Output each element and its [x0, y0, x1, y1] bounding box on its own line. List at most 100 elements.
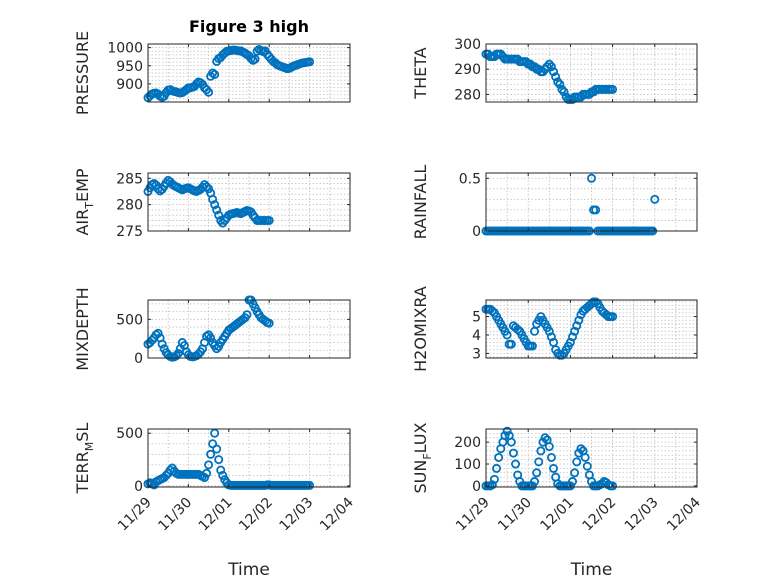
data-point: [546, 62, 556, 72]
data-point: [214, 210, 224, 220]
data-point: [544, 442, 554, 452]
y-tick-label: 100: [454, 457, 481, 473]
data-point: [513, 324, 523, 334]
data-point: [206, 333, 216, 343]
data-point: [204, 460, 214, 470]
data-point: [208, 194, 218, 204]
data-point: [572, 321, 582, 331]
data-point: [511, 459, 521, 469]
x-tick-label: 11/30: [155, 495, 195, 535]
y-axis-label: SUNFLUX: [411, 422, 434, 493]
x-tick-label: 12/03: [622, 495, 662, 535]
y-tick-label: 500: [116, 312, 143, 328]
data-point: [250, 54, 260, 64]
data-point: [246, 54, 256, 64]
data-point: [264, 215, 274, 225]
x-tick-label: 12/02: [236, 495, 276, 535]
y-tick-label: 290: [454, 62, 481, 78]
data-point: [582, 461, 592, 471]
data-point: [305, 57, 315, 67]
data-point: [568, 332, 578, 342]
axes-box: [485, 299, 698, 359]
data-point: [557, 350, 567, 360]
subplot-terr-msl: 0 500 11/29 11/30 12/01 12/02 12/03 12/04 TERRMS…: [73, 423, 357, 580]
y-axis-label: MIXDEPTH: [73, 287, 92, 370]
y-axis-label: PRESSURE: [73, 31, 92, 115]
data-point: [570, 468, 580, 478]
y-tick-label: 4: [472, 328, 481, 344]
axes-box: [485, 172, 698, 232]
data-point: [212, 344, 222, 354]
y-tick-label: 900: [116, 77, 143, 93]
data-point: [608, 481, 618, 491]
x-tick-label: 11/29: [115, 495, 155, 535]
data-point: [157, 339, 167, 349]
y-tick-label: 5: [472, 310, 481, 326]
data-point: [206, 449, 216, 459]
data-point: [502, 426, 512, 436]
subplot-rainfall: 0 0.5 RAINFALL: [411, 165, 698, 240]
y-tick-label: 0.5: [459, 171, 481, 187]
data-point: [576, 444, 586, 454]
data-point: [204, 184, 214, 194]
data-point: [546, 332, 556, 342]
subplot-h2omixra: 3 4 5 H2OMIXRA: [411, 286, 698, 372]
y-axis-label: AIRTEMP: [73, 168, 96, 235]
x-axis-label: Time: [570, 560, 613, 580]
data-point: [305, 480, 315, 490]
data-point: [608, 84, 618, 94]
data-point: [568, 477, 578, 487]
data-point: [242, 310, 252, 320]
data-point: [202, 468, 212, 478]
chart-title: Figure 3 high: [189, 17, 309, 36]
data-point: [218, 470, 228, 480]
y-tick-label: 200: [454, 435, 481, 451]
axes-box: [485, 428, 698, 488]
data-point: [532, 468, 542, 478]
data-point: [214, 455, 224, 465]
data-point: [591, 205, 601, 215]
data-point: [506, 339, 516, 349]
data-point: [549, 463, 559, 473]
data-point: [489, 474, 499, 484]
data-point: [212, 444, 222, 454]
data-point: [565, 481, 575, 491]
data-point: [171, 351, 181, 361]
data-point: [546, 452, 556, 462]
y-tick-label: 1000: [107, 41, 143, 57]
data-point: [210, 200, 220, 210]
data-point: [487, 306, 497, 316]
data-point: [216, 465, 226, 475]
subplot-pressure: 900 950 1000 PRESSURE Figure 3 high: [73, 17, 351, 115]
data-point: [549, 67, 559, 77]
data-point: [494, 452, 504, 462]
data-point: [534, 457, 544, 467]
axes-box: [485, 43, 698, 103]
x-tick-label: 12/03: [277, 495, 317, 535]
x-tick-label: 11/30: [495, 495, 535, 535]
x-axis-label: Time: [227, 560, 270, 580]
data-point: [570, 326, 580, 336]
y-tick-label: 500: [116, 426, 143, 442]
data-point: [650, 194, 660, 204]
x-tick-label: 12/04: [317, 494, 357, 534]
x-tick-label: 12/01: [537, 495, 577, 535]
data-point: [540, 433, 550, 443]
y-tick-label: 0: [134, 351, 143, 367]
data-point: [202, 182, 212, 192]
axes-box: [147, 172, 351, 232]
data-point: [574, 315, 584, 325]
y-axis-label: RAINFALL: [411, 165, 430, 240]
data-point: [212, 205, 222, 215]
data-point: [502, 330, 512, 340]
data-point: [551, 72, 561, 82]
data-point: [559, 87, 569, 97]
data-point: [200, 473, 210, 483]
subplot-sun-flux: 0 100 200 11/29 11/30 12/01 12/02 12/03 12/04 SUN…: [411, 422, 704, 580]
data-point: [527, 481, 537, 491]
data-point: [506, 437, 516, 447]
data-point: [153, 328, 163, 338]
data-point: [508, 448, 518, 458]
y-tick-label: 280: [116, 198, 143, 214]
subplot-theta: 280 290 300 THETA: [411, 37, 698, 104]
